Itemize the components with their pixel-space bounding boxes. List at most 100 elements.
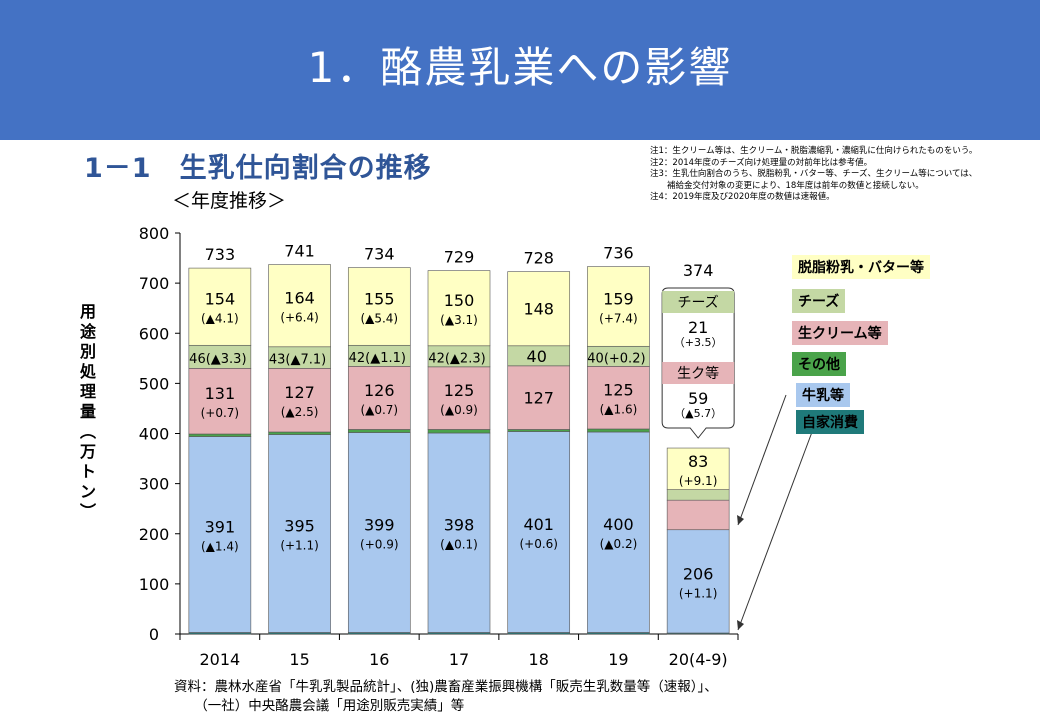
data-label: 155	[364, 289, 395, 308]
bar-segment	[188, 267, 252, 346]
bar-segment	[587, 428, 650, 433]
data-label: 127	[284, 383, 315, 402]
data-label: 150	[444, 291, 475, 310]
bar-segment	[507, 271, 571, 347]
callout-cheese-change: （+3.5）	[674, 336, 723, 349]
bar-segment	[666, 447, 730, 490]
legend-powder: 脱脂粉乳・バター等	[792, 255, 930, 279]
page-title: 1．酪農乳業への影響	[307, 43, 733, 92]
callout-cheese-label: チーズ	[677, 295, 718, 311]
bar-segment	[587, 266, 650, 347]
bar-segment	[347, 267, 411, 346]
bar-segment	[188, 436, 252, 633]
data-change-label: (+0.9)	[360, 537, 399, 551]
bar-segment	[427, 429, 491, 434]
source-line-1: 資料：農林水産省「牛乳乳製品統計」、(独)農畜産業振興機構「販売生乳数量等（速報…	[174, 679, 718, 695]
legend-cheese: チーズ	[792, 289, 846, 313]
data-label: 400	[603, 515, 634, 534]
total-label: 374	[683, 261, 714, 280]
data-change-label: (▲0.9)	[440, 403, 478, 417]
y-tick-label: 500	[139, 374, 170, 393]
bar-segment	[427, 432, 491, 633]
legend-other: その他	[792, 352, 846, 376]
title-banner: 1．酪農乳業への影響	[0, 0, 1040, 140]
data-label: 127	[523, 389, 554, 408]
legend-arrowhead-milk	[737, 515, 744, 525]
data-change-label: (+1.1)	[280, 538, 319, 552]
data-change-label: (+6.4)	[280, 311, 319, 325]
y-tick-label: 0	[149, 625, 159, 644]
data-change-label: (▲4.1)	[201, 312, 239, 326]
data-change-label: (▲5.4)	[360, 311, 398, 325]
total-label: 729	[444, 248, 475, 267]
total-label: 733	[205, 245, 236, 264]
section-subtitle: 1－1 生乳仕向割合の推移	[84, 153, 432, 184]
bar-segment	[188, 433, 252, 437]
bar-segment	[268, 431, 331, 435]
data-label: 125	[603, 381, 634, 400]
data-change-label: (▲0.2)	[600, 537, 638, 551]
y-tick-label: 100	[139, 575, 170, 594]
data-change-label: (+1.1)	[679, 586, 718, 600]
data-label: 83	[688, 452, 708, 471]
callout-cream-change: （▲5.7）	[674, 407, 722, 420]
data-label: 401	[523, 515, 554, 534]
data-change-label: (+9.1)	[679, 474, 718, 488]
callout-cream-label: 生ク等	[677, 365, 719, 382]
bar-segment	[427, 366, 491, 430]
data-label: 126	[364, 381, 395, 400]
x-tick-label: 17	[449, 650, 469, 669]
data-change-label: (+0.6)	[519, 537, 558, 551]
data-change-label: (▲3.1)	[440, 313, 478, 327]
total-label: 741	[284, 242, 315, 261]
source-note: 資料：農林水産省「牛乳乳製品統計」、(独)農畜産業振興機構「販売生乳数量等（速報…	[174, 678, 718, 716]
x-tick-label: 16	[369, 650, 389, 669]
data-label: 164	[284, 289, 315, 308]
callout-cheese-value: 21	[688, 318, 708, 337]
legend-arrow-home	[737, 431, 813, 631]
y-tick-label: 200	[139, 525, 170, 544]
legend-arrowhead-home	[737, 620, 744, 630]
data-label: 125	[444, 381, 475, 400]
y-axis-label: 用途別処理量 ︵ 万トン ︶	[79, 302, 96, 521]
note-2: 注2：2014年度のチーズ向け処理量の対前年比は参考値。	[650, 157, 873, 168]
callout-cheese-tag	[662, 291, 735, 313]
total-label: 734	[364, 245, 395, 264]
data-label: 40(+0.2)	[587, 351, 645, 366]
legend-home: 自家消費	[796, 410, 864, 434]
data-label: 206	[683, 564, 714, 583]
bar-segment	[427, 270, 491, 347]
y-tick-label: 400	[139, 425, 170, 444]
data-label: 159	[603, 289, 634, 308]
note-3-cont: 補給金交付対象の変更により、18年度は前年の数値と接続しない。	[650, 180, 924, 191]
data-label: 399	[364, 515, 395, 534]
note-1: 注1：生クリーム等は、生クリーム・脱脂濃縮乳・濃縮乳に仕向けられたものをいう。	[650, 146, 978, 156]
data-label: 42(▲1.1)	[349, 351, 406, 366]
bar-segment	[507, 429, 571, 432]
x-tick-label: 18	[529, 650, 549, 669]
y-tick-label: 600	[139, 324, 170, 343]
data-label: 46(▲3.3)	[189, 352, 246, 367]
bar-segment	[268, 434, 331, 633]
callout-cream-tag	[662, 362, 735, 384]
total-label: 728	[523, 249, 554, 268]
data-label: 398	[444, 516, 475, 535]
data-change-label: (+7.4)	[599, 311, 638, 325]
y-tick-label: 300	[139, 475, 170, 494]
section-label: ＜年度推移＞	[172, 190, 287, 212]
data-label: 395	[284, 516, 315, 535]
data-label: 40	[527, 347, 547, 366]
data-change-label: (▲0.7)	[360, 403, 398, 417]
data-change-label: (+0.7)	[201, 406, 240, 420]
data-label: 148	[523, 300, 554, 319]
data-change-label: (▲0.1)	[440, 538, 478, 552]
bar-segment	[347, 432, 411, 633]
data-label: 43(▲7.1)	[269, 353, 326, 368]
bar-segment	[507, 365, 571, 430]
bar-segment	[268, 368, 331, 433]
data-label: 391	[205, 518, 236, 537]
legend-milk: 牛乳等	[796, 383, 850, 407]
bar-segment	[666, 489, 730, 501]
data-change-label: (▲1.6)	[600, 403, 638, 417]
